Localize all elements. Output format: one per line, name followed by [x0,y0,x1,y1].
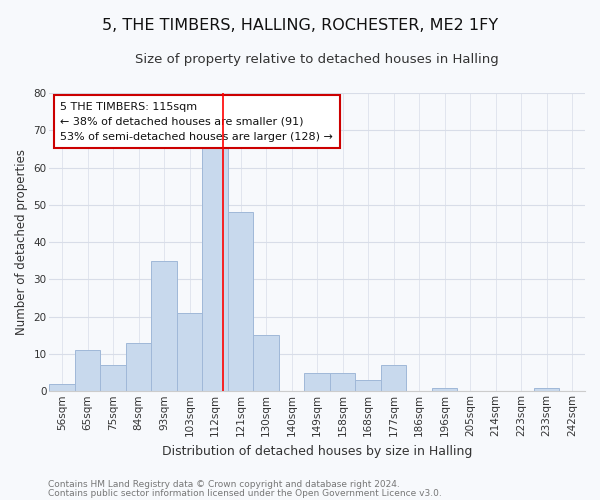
Bar [534,388,559,392]
Y-axis label: Number of detached properties: Number of detached properties [15,149,28,335]
Bar [432,388,457,392]
X-axis label: Distribution of detached houses by size in Halling: Distribution of detached houses by size … [162,444,472,458]
Bar [330,372,355,392]
Bar [151,261,177,392]
Bar [75,350,100,392]
Text: 5 THE TIMBERS: 115sqm
← 38% of detached houses are smaller (91)
53% of semi-deta: 5 THE TIMBERS: 115sqm ← 38% of detached … [60,102,333,142]
Bar [381,365,406,392]
Bar [355,380,381,392]
Text: 5, THE TIMBERS, HALLING, ROCHESTER, ME2 1FY: 5, THE TIMBERS, HALLING, ROCHESTER, ME2 … [102,18,498,32]
Bar [49,384,75,392]
Bar [228,212,253,392]
Bar [202,142,228,392]
Bar [304,372,330,392]
Bar [253,336,279,392]
Bar [177,313,202,392]
Bar [100,365,126,392]
Bar [126,343,151,392]
Text: Contains public sector information licensed under the Open Government Licence v3: Contains public sector information licen… [48,488,442,498]
Text: Contains HM Land Registry data © Crown copyright and database right 2024.: Contains HM Land Registry data © Crown c… [48,480,400,489]
Title: Size of property relative to detached houses in Halling: Size of property relative to detached ho… [136,52,499,66]
